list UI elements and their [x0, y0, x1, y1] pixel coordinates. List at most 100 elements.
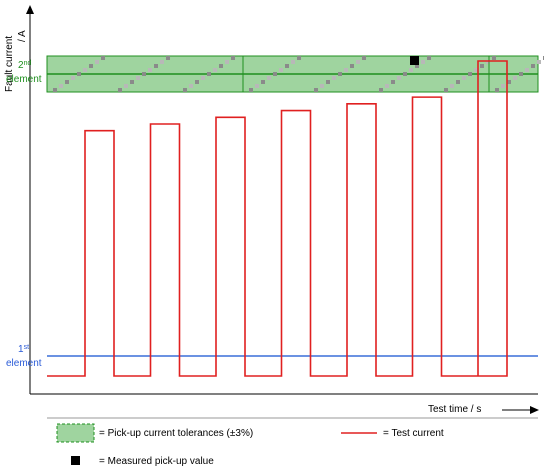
legend-measured-label: = Measured pick-up value: [99, 456, 214, 467]
tolerance-hatch-cell: [142, 72, 146, 76]
element1-word-text: element: [6, 358, 42, 369]
tolerance-hatch-cell: [267, 76, 271, 80]
tolerance-hatch-cell: [537, 60, 541, 64]
tolerance-hatch-cell: [356, 60, 360, 64]
tolerance-hatch-cell: [320, 84, 324, 88]
y-axis-unit-text: / A: [17, 30, 28, 42]
tolerance-hatch-cell: [474, 68, 478, 72]
tolerance-hatch-cell: [77, 72, 81, 76]
tolerance-hatch-cell: [462, 76, 466, 80]
tolerance-hatch-cell: [89, 64, 93, 68]
tolerance-hatch-cell: [468, 72, 472, 76]
tolerance-hatch-cell: [444, 88, 448, 92]
tolerance-hatch-cell: [427, 56, 431, 60]
legend-test-current-text: = Test current: [383, 428, 444, 439]
tolerance-hatch-cell: [326, 80, 330, 84]
element1-label: 1st: [18, 344, 29, 355]
x-axis-arrow: [502, 406, 539, 414]
tolerance-hatch-cell: [397, 76, 401, 80]
element2-label: 2nd: [18, 60, 31, 71]
tolerance-hatch: [53, 56, 544, 92]
tolerance-hatch-cell: [166, 56, 170, 60]
measured-swatch: [71, 456, 80, 465]
element1-sup: st: [23, 344, 30, 351]
tolerance-hatch-cell: [255, 84, 259, 88]
x-axis-arrow-icon: [530, 406, 539, 414]
legend-tolerance-text: = Pick-up current tolerances (±3%): [99, 428, 254, 439]
y-axis-unit: / A: [17, 30, 28, 42]
tolerance-hatch-cell: [189, 84, 193, 88]
tolerance-hatch-cell: [65, 80, 69, 84]
tolerance-hatch-cell: [379, 88, 383, 92]
tolerance-hatch-cell: [344, 68, 348, 72]
measured-pickup-marker: [410, 56, 419, 65]
tolerance-hatch-cell: [225, 60, 229, 64]
tolerance-hatch-cell: [513, 76, 517, 80]
tolerance-hatch-cell: [531, 64, 535, 68]
tolerance-hatch-cell: [130, 80, 134, 84]
tolerance-hatch-cell: [53, 88, 57, 92]
tolerance-hatch-cell: [160, 60, 164, 64]
tolerance-hatch-cell: [207, 72, 211, 76]
axes: [26, 5, 538, 395]
tolerance-hatch-cell: [118, 88, 122, 92]
element2-num: 2: [18, 60, 24, 71]
legend-test-current-label: = Test current: [383, 428, 444, 439]
tolerance-hatch-cell: [101, 56, 105, 60]
tolerance-hatch-cell: [219, 64, 223, 68]
element1-num: 1: [18, 344, 24, 355]
tolerance-swatch: [56, 423, 95, 443]
tolerance-hatch-cell: [391, 80, 395, 84]
tolerance-hatch-cell: [201, 76, 205, 80]
y-axis-arrow-icon: [26, 5, 34, 14]
element2-word-text: element: [6, 74, 42, 85]
tolerance-hatch-cell: [285, 64, 289, 68]
y-axis-label: Fault current: [4, 36, 32, 178]
tolerance-hatch-cell: [403, 72, 407, 76]
tolerance-hatch-cell: [385, 84, 389, 88]
tolerance-hatch-cell: [525, 68, 529, 72]
tolerance-hatch-cell: [415, 64, 419, 68]
element2-sup: nd: [23, 60, 32, 67]
tolerance-hatch-cell: [231, 56, 235, 60]
tolerance-hatch-cell: [136, 76, 140, 80]
tolerance-hatch-cell: [279, 68, 283, 72]
tolerance-hatch-cell: [249, 88, 253, 92]
tolerance-hatch-cell: [350, 64, 354, 68]
tolerance-hatch-cell: [124, 84, 128, 88]
tolerance-hatch-cell: [495, 88, 499, 92]
tolerance-hatch-cell: [273, 72, 277, 76]
tolerance-hatch-cell: [297, 56, 301, 60]
tolerance-hatch-cell: [59, 84, 63, 88]
tolerance-hatch-cell: [450, 84, 454, 88]
tolerance-hatch-cell: [95, 60, 99, 64]
tolerance-hatch-cell: [492, 56, 496, 60]
tolerance-band: [46, 55, 544, 93]
tolerance-hatch-cell: [409, 68, 413, 72]
element1-word: element: [6, 358, 42, 369]
tolerance-hatch-cell: [362, 56, 366, 60]
tolerance-hatch-cell: [480, 64, 484, 68]
x-axis-label-text: Test time / s: [428, 404, 482, 415]
tolerance-hatch-cell: [456, 80, 460, 84]
tolerance-hatch-cell: [314, 88, 318, 92]
tolerance-hatch-cell: [501, 84, 505, 88]
tolerance-hatch-cell: [83, 68, 87, 72]
element2-word: element: [6, 74, 42, 85]
legend-measured-text: = Measured pick-up value: [99, 456, 214, 467]
tolerance-hatch-cell: [519, 72, 523, 76]
tolerance-hatch-cell: [154, 64, 158, 68]
tolerance-hatch-cell: [486, 60, 490, 64]
tolerance-hatch-cell: [213, 68, 217, 72]
tolerance-hatch-cell: [195, 80, 199, 84]
x-axis-label: Test time / s: [428, 404, 481, 415]
tolerance-hatch-cell: [148, 68, 152, 72]
tolerance-hatch-cell: [261, 80, 265, 84]
tolerance-hatch-cell: [291, 60, 295, 64]
legend-tolerance-label: = Pick-up current tolerances (±3%): [99, 428, 253, 439]
tolerance-hatch-cell: [332, 76, 336, 80]
tolerance-hatch-cell: [183, 88, 187, 92]
tolerance-hatch-cell: [71, 76, 75, 80]
tolerance-hatch-cell: [421, 60, 425, 64]
